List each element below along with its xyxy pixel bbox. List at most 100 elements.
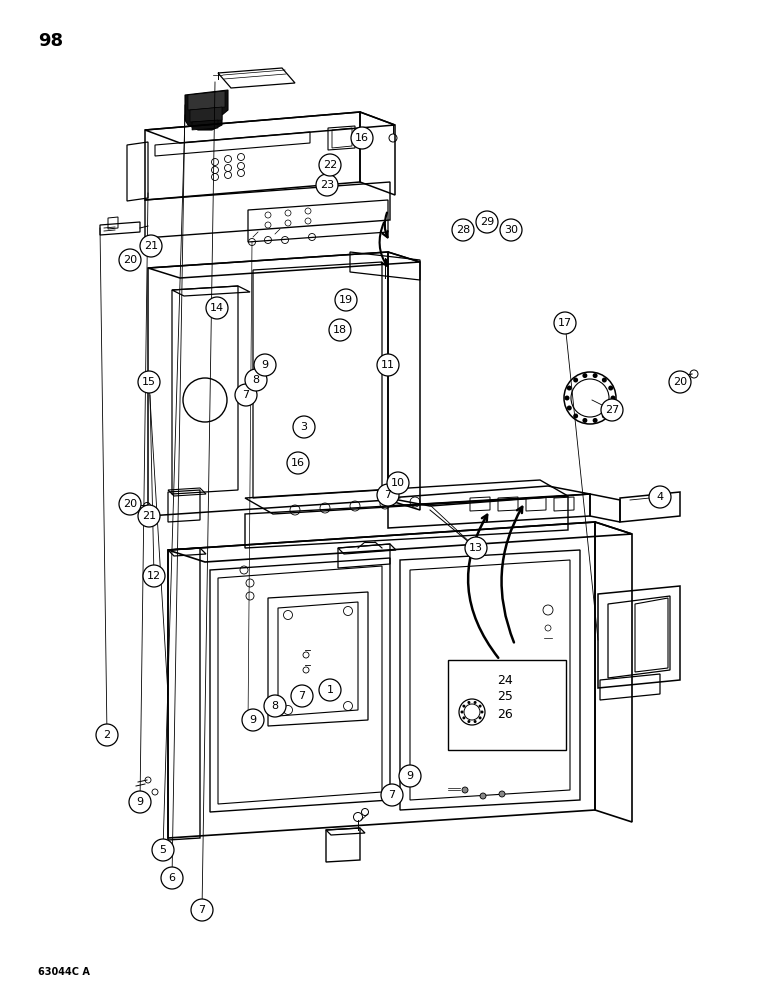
Circle shape — [567, 405, 572, 410]
Circle shape — [242, 709, 264, 731]
Circle shape — [235, 384, 257, 406]
Circle shape — [138, 371, 160, 393]
Text: 6: 6 — [168, 873, 176, 883]
Circle shape — [452, 219, 474, 241]
Circle shape — [473, 720, 477, 723]
Text: 9: 9 — [136, 797, 144, 807]
Circle shape — [480, 793, 486, 799]
Circle shape — [573, 378, 578, 383]
Circle shape — [583, 373, 587, 378]
Polygon shape — [188, 91, 225, 110]
Circle shape — [608, 405, 613, 410]
Circle shape — [601, 399, 623, 421]
Circle shape — [463, 705, 466, 708]
Circle shape — [381, 784, 403, 806]
Circle shape — [467, 701, 470, 704]
Circle shape — [319, 679, 341, 701]
Text: 23: 23 — [320, 180, 334, 190]
Circle shape — [377, 354, 399, 376]
Circle shape — [467, 720, 470, 723]
Text: 9: 9 — [406, 771, 413, 781]
Circle shape — [245, 369, 267, 391]
Circle shape — [254, 354, 276, 376]
Circle shape — [476, 211, 498, 233]
Circle shape — [465, 537, 487, 559]
Text: 13: 13 — [469, 543, 483, 553]
Text: 30: 30 — [504, 225, 518, 235]
Text: 20: 20 — [673, 377, 687, 387]
Circle shape — [335, 289, 357, 311]
Circle shape — [287, 452, 309, 474]
Text: 3: 3 — [300, 422, 307, 432]
Text: 14: 14 — [210, 303, 224, 313]
Circle shape — [554, 312, 576, 334]
Circle shape — [119, 249, 141, 271]
Text: 10: 10 — [391, 478, 405, 488]
Circle shape — [191, 899, 213, 921]
Text: 19: 19 — [339, 295, 353, 305]
Text: 24: 24 — [497, 674, 512, 686]
Text: 21: 21 — [144, 241, 158, 251]
Text: 7: 7 — [198, 905, 206, 915]
Circle shape — [479, 716, 481, 719]
Circle shape — [669, 371, 691, 393]
Text: 20: 20 — [123, 499, 137, 509]
Circle shape — [140, 235, 162, 257]
Polygon shape — [190, 107, 222, 122]
Circle shape — [463, 716, 466, 719]
Circle shape — [499, 791, 505, 797]
Circle shape — [573, 413, 578, 418]
Circle shape — [329, 319, 351, 341]
Text: 29: 29 — [480, 217, 494, 227]
Text: 8: 8 — [253, 375, 260, 385]
Circle shape — [161, 867, 183, 889]
Circle shape — [479, 705, 481, 708]
Text: 7: 7 — [299, 691, 306, 701]
Text: 16: 16 — [291, 458, 305, 468]
Circle shape — [460, 710, 463, 714]
Polygon shape — [185, 90, 228, 130]
Circle shape — [152, 839, 174, 861]
Circle shape — [593, 373, 597, 378]
Text: 27: 27 — [604, 405, 619, 415]
Text: 26: 26 — [497, 708, 512, 720]
Text: 7: 7 — [388, 790, 395, 800]
Circle shape — [316, 174, 338, 196]
Text: 28: 28 — [456, 225, 470, 235]
Circle shape — [351, 127, 373, 149]
Circle shape — [565, 395, 569, 400]
Circle shape — [462, 787, 468, 793]
Circle shape — [387, 472, 409, 494]
Text: 18: 18 — [333, 325, 347, 335]
Text: 7: 7 — [385, 490, 392, 500]
Circle shape — [611, 395, 615, 400]
Circle shape — [319, 154, 341, 176]
Text: 17: 17 — [558, 318, 572, 328]
Circle shape — [119, 493, 141, 515]
Text: 5: 5 — [159, 845, 166, 855]
Text: 7: 7 — [243, 390, 250, 400]
Circle shape — [293, 416, 315, 438]
Circle shape — [291, 685, 313, 707]
Text: 15: 15 — [142, 377, 156, 387]
Text: 21: 21 — [142, 511, 156, 521]
Circle shape — [608, 386, 613, 391]
Circle shape — [264, 695, 286, 717]
Circle shape — [602, 378, 607, 383]
Text: 12: 12 — [147, 571, 161, 581]
Text: 25: 25 — [497, 690, 513, 704]
Text: 1: 1 — [327, 685, 334, 695]
Circle shape — [399, 765, 421, 787]
Circle shape — [649, 486, 671, 508]
Circle shape — [500, 219, 522, 241]
Text: 8: 8 — [271, 701, 278, 711]
Text: 98: 98 — [38, 32, 63, 50]
Circle shape — [602, 413, 607, 418]
Text: 2: 2 — [104, 730, 111, 740]
Text: 9: 9 — [261, 360, 268, 370]
Circle shape — [129, 791, 151, 813]
Text: 16: 16 — [355, 133, 369, 143]
Text: 20: 20 — [123, 255, 137, 265]
Circle shape — [583, 418, 587, 423]
Text: 9: 9 — [250, 715, 257, 725]
